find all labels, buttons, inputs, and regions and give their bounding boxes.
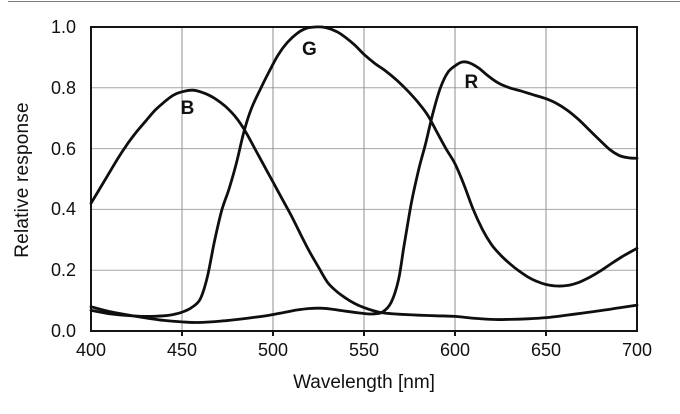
y-tick-label: 0.2 xyxy=(50,260,76,281)
x-tick-label: 550 xyxy=(348,340,380,360)
x-tick-label: 400 xyxy=(75,340,107,360)
y-tick-label: 0.8 xyxy=(50,77,76,98)
x-tick-label: 650 xyxy=(530,340,562,360)
y-tick-label: 1.0 xyxy=(50,17,76,37)
curve-G xyxy=(89,25,639,318)
x-axis-title: Wavelength [nm] xyxy=(293,372,435,393)
curve-B xyxy=(89,88,639,321)
curve-label-G: G xyxy=(302,38,317,60)
curve-label-R: R xyxy=(464,72,479,94)
y-tick-label: 0.6 xyxy=(50,138,76,159)
axis-frame xyxy=(90,26,638,332)
y-tick-label: 0.0 xyxy=(50,321,76,341)
image-top-border xyxy=(8,1,680,2)
x-tick-label: 600 xyxy=(439,340,471,360)
y-axis-title: Relative response xyxy=(12,102,33,258)
x-tick-label: 450 xyxy=(166,340,198,360)
x-tick-label: 700 xyxy=(621,340,653,360)
x-tick-label: 500 xyxy=(257,340,289,360)
y-tick-label: 0.4 xyxy=(50,199,76,220)
curve-R xyxy=(89,60,639,324)
curve-label-B: B xyxy=(180,98,195,120)
